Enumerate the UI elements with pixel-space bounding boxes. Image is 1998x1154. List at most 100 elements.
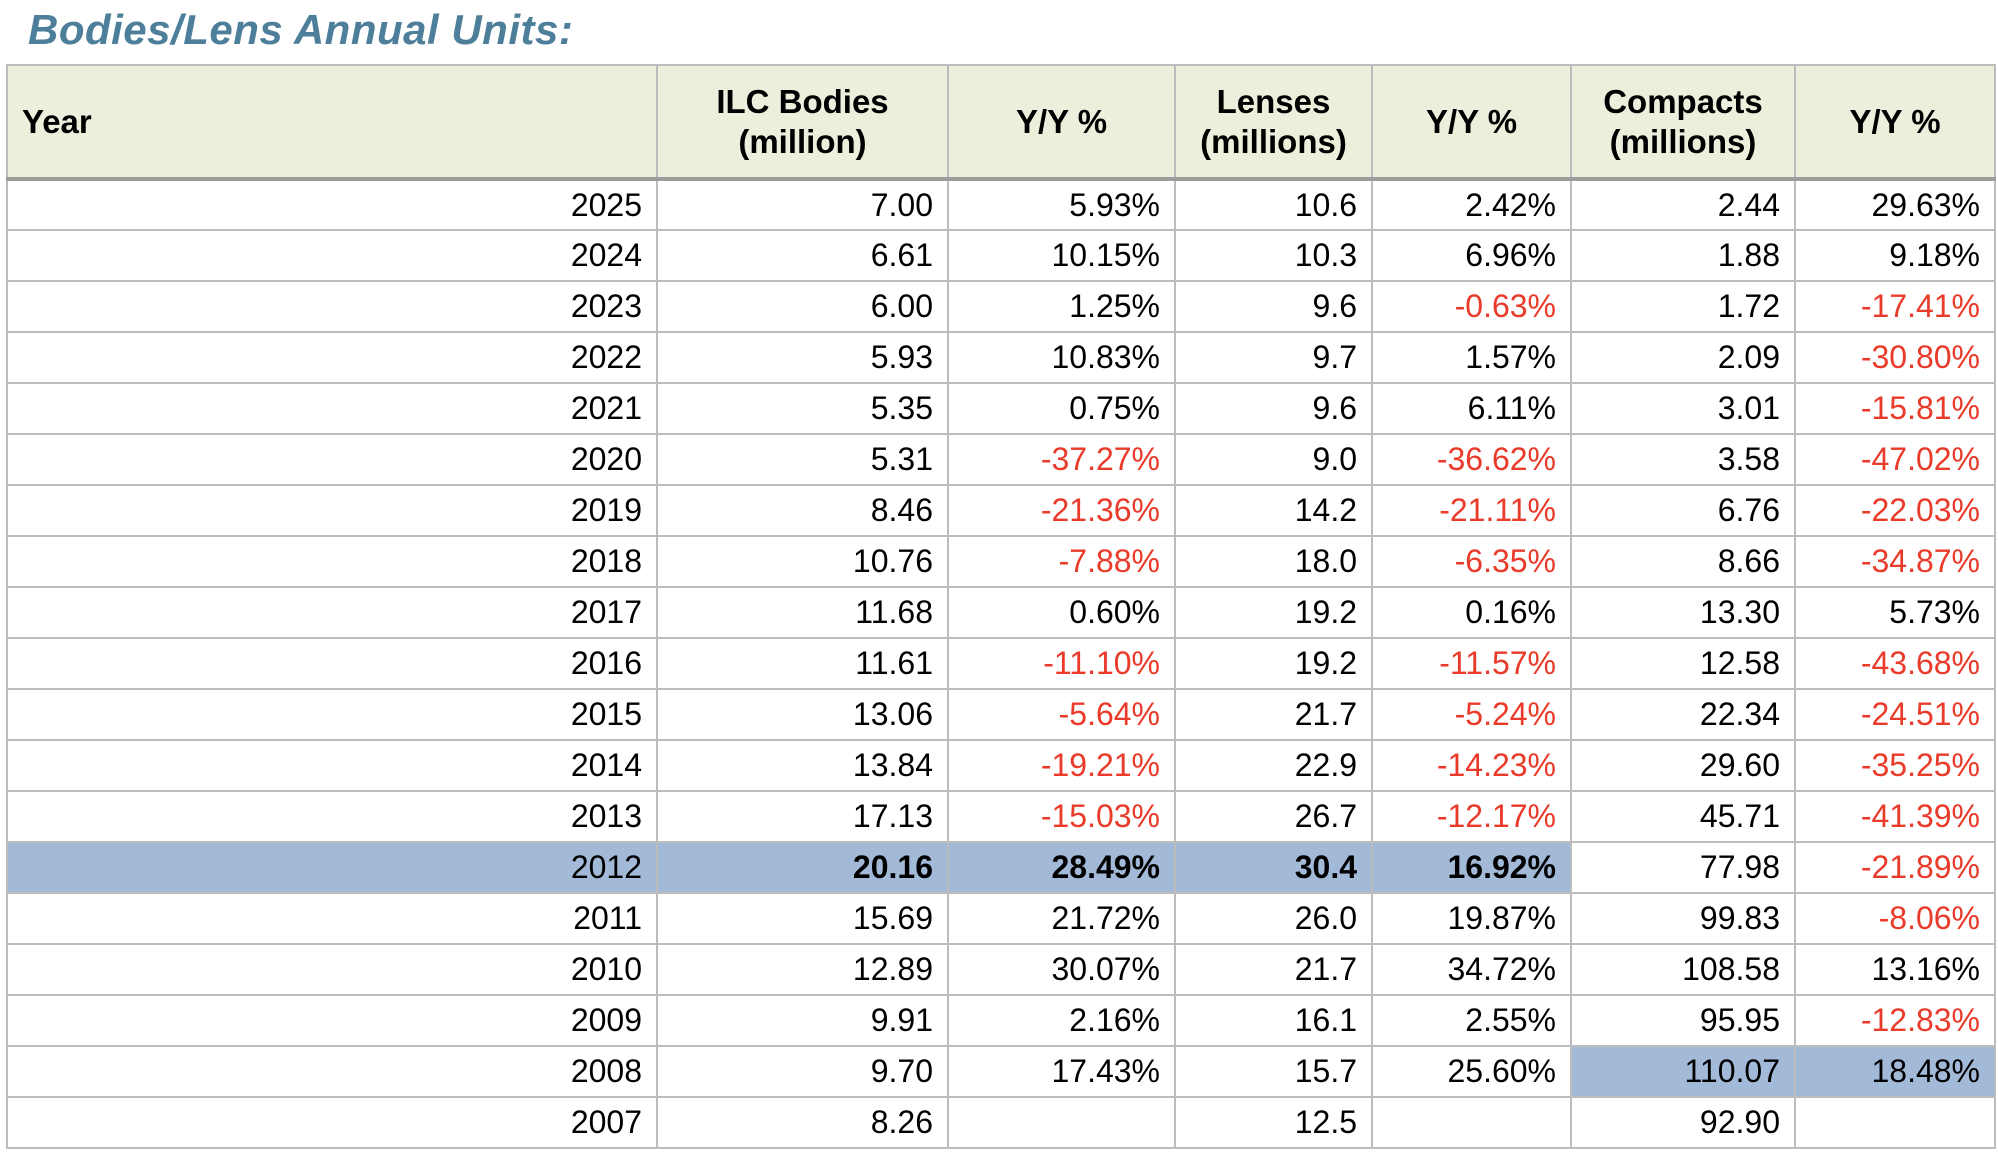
- ilc-yoy-cell[interactable]: 1.25%: [947, 280, 1176, 333]
- lenses-yoy-cell[interactable]: -11.57%: [1371, 637, 1572, 690]
- compacts-cell[interactable]: 12.58: [1570, 637, 1796, 690]
- lenses-yoy-cell[interactable]: 19.87%: [1371, 892, 1572, 945]
- ilc-yoy-cell[interactable]: 21.72%: [947, 892, 1176, 945]
- compacts-yoy-cell[interactable]: -34.87%: [1794, 535, 1996, 588]
- ilc-bodies-cell[interactable]: 9.91: [656, 994, 949, 1047]
- compacts-cell[interactable]: 1.88: [1570, 229, 1796, 282]
- lenses-cell[interactable]: 21.7: [1174, 943, 1373, 996]
- lenses-cell[interactable]: 9.0: [1174, 433, 1373, 486]
- header-lenses[interactable]: Lenses (millions): [1174, 64, 1373, 181]
- header-year[interactable]: Year: [6, 64, 658, 181]
- compacts-yoy-cell[interactable]: -35.25%: [1794, 739, 1996, 792]
- year-cell[interactable]: 2015: [6, 688, 658, 741]
- lenses-yoy-cell[interactable]: 6.11%: [1371, 382, 1572, 435]
- lenses-cell[interactable]: 30.4: [1174, 841, 1373, 894]
- year-cell[interactable]: 2021: [6, 382, 658, 435]
- lenses-cell[interactable]: 9.6: [1174, 382, 1373, 435]
- lenses-cell[interactable]: 26.0: [1174, 892, 1373, 945]
- lenses-yoy-cell[interactable]: [1371, 1096, 1572, 1149]
- compacts-yoy-cell[interactable]: -41.39%: [1794, 790, 1996, 843]
- ilc-bodies-cell[interactable]: 8.46: [656, 484, 949, 537]
- lenses-cell[interactable]: 9.6: [1174, 280, 1373, 333]
- compacts-cell[interactable]: 3.01: [1570, 382, 1796, 435]
- lenses-cell[interactable]: 21.7: [1174, 688, 1373, 741]
- year-cell[interactable]: 2007: [6, 1096, 658, 1149]
- year-cell[interactable]: 2025: [6, 178, 658, 231]
- ilc-yoy-cell[interactable]: 10.15%: [947, 229, 1176, 282]
- compacts-yoy-cell[interactable]: -17.41%: [1794, 280, 1996, 333]
- lenses-yoy-cell[interactable]: -21.11%: [1371, 484, 1572, 537]
- year-cell[interactable]: 2016: [6, 637, 658, 690]
- year-cell[interactable]: 2008: [6, 1045, 658, 1098]
- ilc-bodies-cell[interactable]: 11.61: [656, 637, 949, 690]
- ilc-yoy-cell[interactable]: -11.10%: [947, 637, 1176, 690]
- compacts-cell[interactable]: 2.09: [1570, 331, 1796, 384]
- year-cell[interactable]: 2022: [6, 331, 658, 384]
- header-lenses-yoy[interactable]: Y/Y %: [1371, 64, 1572, 181]
- lenses-yoy-cell[interactable]: -36.62%: [1371, 433, 1572, 486]
- compacts-cell[interactable]: 6.76: [1570, 484, 1796, 537]
- ilc-bodies-cell[interactable]: 10.76: [656, 535, 949, 588]
- compacts-yoy-cell[interactable]: -22.03%: [1794, 484, 1996, 537]
- compacts-yoy-cell[interactable]: -15.81%: [1794, 382, 1996, 435]
- ilc-bodies-cell[interactable]: 5.31: [656, 433, 949, 486]
- lenses-cell[interactable]: 15.7: [1174, 1045, 1373, 1098]
- lenses-cell[interactable]: 19.2: [1174, 586, 1373, 639]
- lenses-yoy-cell[interactable]: -0.63%: [1371, 280, 1572, 333]
- compacts-yoy-cell[interactable]: [1794, 1096, 1996, 1149]
- compacts-yoy-cell[interactable]: -24.51%: [1794, 688, 1996, 741]
- lenses-cell[interactable]: 16.1: [1174, 994, 1373, 1047]
- year-cell[interactable]: 2011: [6, 892, 658, 945]
- ilc-yoy-cell[interactable]: 30.07%: [947, 943, 1176, 996]
- ilc-yoy-cell[interactable]: -15.03%: [947, 790, 1176, 843]
- ilc-bodies-cell[interactable]: 6.61: [656, 229, 949, 282]
- lenses-cell[interactable]: 19.2: [1174, 637, 1373, 690]
- header-compacts[interactable]: Compacts (millions): [1570, 64, 1796, 181]
- ilc-yoy-cell[interactable]: [947, 1096, 1176, 1149]
- year-cell[interactable]: 2020: [6, 433, 658, 486]
- compacts-cell[interactable]: 8.66: [1570, 535, 1796, 588]
- compacts-cell[interactable]: 1.72: [1570, 280, 1796, 333]
- year-cell[interactable]: 2018: [6, 535, 658, 588]
- compacts-cell[interactable]: 77.98: [1570, 841, 1796, 894]
- compacts-yoy-cell[interactable]: -47.02%: [1794, 433, 1996, 486]
- year-cell[interactable]: 2012: [6, 841, 658, 894]
- compacts-cell[interactable]: 45.71: [1570, 790, 1796, 843]
- ilc-yoy-cell[interactable]: -19.21%: [947, 739, 1176, 792]
- ilc-yoy-cell[interactable]: 28.49%: [947, 841, 1176, 894]
- compacts-yoy-cell[interactable]: -43.68%: [1794, 637, 1996, 690]
- compacts-cell[interactable]: 3.58: [1570, 433, 1796, 486]
- compacts-yoy-cell[interactable]: 13.16%: [1794, 943, 1996, 996]
- compacts-cell[interactable]: 95.95: [1570, 994, 1796, 1047]
- lenses-cell[interactable]: 10.3: [1174, 229, 1373, 282]
- ilc-bodies-cell[interactable]: 12.89: [656, 943, 949, 996]
- year-cell[interactable]: 2017: [6, 586, 658, 639]
- compacts-yoy-cell[interactable]: -21.89%: [1794, 841, 1996, 894]
- compacts-yoy-cell[interactable]: 18.48%: [1794, 1045, 1996, 1098]
- compacts-cell[interactable]: 110.07: [1570, 1045, 1796, 1098]
- year-cell[interactable]: 2009: [6, 994, 658, 1047]
- ilc-bodies-cell[interactable]: 5.93: [656, 331, 949, 384]
- compacts-yoy-cell[interactable]: 5.73%: [1794, 586, 1996, 639]
- lenses-cell[interactable]: 22.9: [1174, 739, 1373, 792]
- lenses-cell[interactable]: 10.6: [1174, 178, 1373, 231]
- lenses-yoy-cell[interactable]: 2.42%: [1371, 178, 1572, 231]
- lenses-cell[interactable]: 9.7: [1174, 331, 1373, 384]
- ilc-yoy-cell[interactable]: 5.93%: [947, 178, 1176, 231]
- ilc-yoy-cell[interactable]: 0.60%: [947, 586, 1176, 639]
- lenses-cell[interactable]: 12.5: [1174, 1096, 1373, 1149]
- compacts-yoy-cell[interactable]: 9.18%: [1794, 229, 1996, 282]
- ilc-bodies-cell[interactable]: 6.00: [656, 280, 949, 333]
- year-cell[interactable]: 2014: [6, 739, 658, 792]
- compacts-cell[interactable]: 92.90: [1570, 1096, 1796, 1149]
- ilc-yoy-cell[interactable]: -21.36%: [947, 484, 1176, 537]
- compacts-yoy-cell[interactable]: -30.80%: [1794, 331, 1996, 384]
- ilc-yoy-cell[interactable]: 10.83%: [947, 331, 1176, 384]
- ilc-bodies-cell[interactable]: 11.68: [656, 586, 949, 639]
- lenses-yoy-cell[interactable]: 16.92%: [1371, 841, 1572, 894]
- compacts-cell[interactable]: 22.34: [1570, 688, 1796, 741]
- lenses-yoy-cell[interactable]: -14.23%: [1371, 739, 1572, 792]
- ilc-yoy-cell[interactable]: 17.43%: [947, 1045, 1176, 1098]
- compacts-cell[interactable]: 108.58: [1570, 943, 1796, 996]
- ilc-yoy-cell[interactable]: 2.16%: [947, 994, 1176, 1047]
